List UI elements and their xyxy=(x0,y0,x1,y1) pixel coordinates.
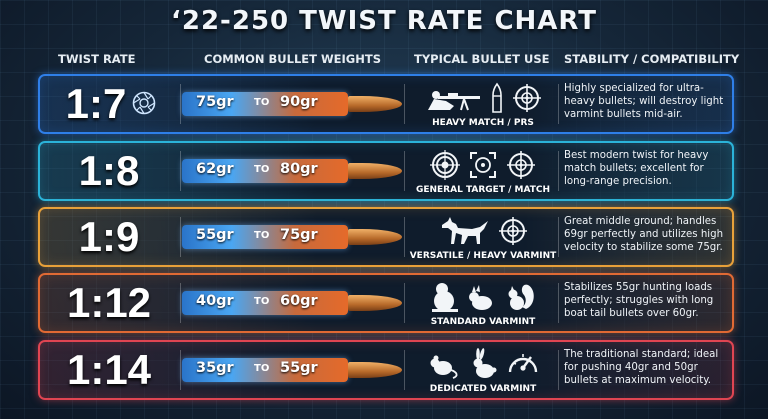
column-divider xyxy=(404,350,405,390)
speedometer-icon xyxy=(507,348,539,380)
twist-ratio: 1:14 xyxy=(66,346,152,393)
crosshair-icon xyxy=(512,83,542,113)
header-twist-rate: TWIST RATE xyxy=(58,52,136,66)
max-weight: 80gr xyxy=(280,161,318,177)
stability-description: Best modern twist for heavy match bullet… xyxy=(564,150,709,187)
column-divider xyxy=(404,151,405,191)
bullet-case: 40gr TO 60gr xyxy=(182,291,348,315)
bullet-case: 75gr TO 90gr xyxy=(182,92,348,116)
twist-row: 1:9 55gr TO 75gr VERSATILE / HEAVY VARMI… xyxy=(38,207,734,267)
bullet-weight-graphic: 62gr TO 80gr xyxy=(182,155,422,187)
twist-row: 1:14 35gr TO 55gr DEDICATED VARMINT The t… xyxy=(38,340,734,400)
crosshair-icon xyxy=(498,216,528,246)
bullet-case: 35gr TO 55gr xyxy=(182,358,348,382)
prone-shooter-icon xyxy=(424,82,482,114)
column-divider xyxy=(180,217,181,257)
bullet-weight-graphic: 55gr TO 75gr xyxy=(182,221,422,253)
bullet-use-label: HEAVY MATCH / PRS xyxy=(432,118,534,128)
twist-ratio: 1:12 xyxy=(66,279,152,326)
target-icon xyxy=(430,150,460,180)
column-divider xyxy=(558,283,559,323)
bullet-use-label: STANDARD VARMINT xyxy=(430,317,536,327)
column-divider xyxy=(558,84,559,124)
bullet-case: 55gr TO 75gr xyxy=(182,225,348,249)
range-to: TO xyxy=(254,97,270,108)
bullet-case: 62gr TO 80gr xyxy=(182,159,348,183)
bullet-weight-graphic: 40gr TO 60gr xyxy=(182,287,422,319)
range-to: TO xyxy=(254,230,270,241)
bullet-use-label: GENERAL TARGET / MATCH xyxy=(415,185,551,195)
min-weight: 35gr xyxy=(196,360,234,376)
column-divider xyxy=(404,283,405,323)
reticle-icon xyxy=(468,150,498,180)
column-divider xyxy=(404,217,405,257)
column-divider xyxy=(180,283,181,323)
column-divider xyxy=(180,84,181,124)
rabbit-icon xyxy=(469,348,499,380)
bullet-tip xyxy=(348,163,402,179)
bullet-use-icons xyxy=(417,148,549,182)
max-weight: 90gr xyxy=(280,94,318,110)
max-weight: 75gr xyxy=(280,227,318,243)
column-divider xyxy=(558,151,559,191)
max-weight: 55gr xyxy=(280,360,318,376)
bullet-use-label: VERSATILE / HEAVY VARMINT xyxy=(409,251,557,261)
stability-description: The traditional standard; ideal for push… xyxy=(564,349,719,386)
squirrel-icon xyxy=(504,281,536,313)
bullet-tip xyxy=(348,362,402,378)
bullet-use-icons xyxy=(417,280,549,314)
rat-icon xyxy=(427,348,461,380)
header-stability: STABILITY / COMPATIBILITY xyxy=(564,52,740,66)
prairie-dog-icon xyxy=(468,281,496,313)
bullet-tip xyxy=(348,96,402,112)
bullet-use-icons xyxy=(417,81,549,115)
bullet-use-icons xyxy=(417,347,549,381)
range-to: TO xyxy=(254,164,270,175)
bullet-use-label: DEDICATED VARMINT xyxy=(429,384,537,394)
header-bullet-weights: COMMON BULLET WEIGHTS xyxy=(204,52,381,66)
twist-ratio: 1:9 xyxy=(78,213,140,260)
max-weight: 60gr xyxy=(280,293,318,309)
column-divider xyxy=(180,151,181,191)
min-weight: 55gr xyxy=(196,227,234,243)
bullet-use-icons xyxy=(417,214,549,248)
bullet-tip xyxy=(348,295,402,311)
column-divider xyxy=(404,84,405,124)
bullet-tip xyxy=(348,229,402,245)
column-divider xyxy=(558,350,559,390)
twist-ratio: 1:7 xyxy=(65,80,127,127)
twist-row: 1:12 40gr TO 60gr STANDARD VARMINT Stabil… xyxy=(38,273,734,333)
crosshair-icon xyxy=(506,150,536,180)
twist-row: 1:8 62gr TO 80gr GENERAL TARGET / MATCH B… xyxy=(38,141,734,201)
twist-ratio: 1:8 xyxy=(78,147,140,194)
column-divider xyxy=(180,350,181,390)
bullet-weight-graphic: 75gr TO 90gr xyxy=(182,88,422,120)
cartridge-icon xyxy=(490,82,504,114)
stability-description: Highly specialized for ultra-heavy bulle… xyxy=(564,83,724,120)
stability-description: Great middle ground; handles 69gr perfec… xyxy=(564,216,724,253)
min-weight: 40gr xyxy=(196,293,234,309)
twist-row: 1:7 75gr TO 90gr HEAVY MATCH / PRS Highly… xyxy=(38,74,734,134)
bullet-weight-graphic: 35gr TO 55gr xyxy=(182,354,422,386)
rifling-icon xyxy=(132,91,156,115)
range-to: TO xyxy=(254,296,270,307)
groundhog-icon xyxy=(430,281,460,313)
coyote-icon xyxy=(438,215,490,247)
range-to: TO xyxy=(254,363,270,374)
min-weight: 75gr xyxy=(196,94,234,110)
column-divider xyxy=(558,217,559,257)
page-title: ‘22-250 TWIST RATE CHART xyxy=(171,6,597,36)
min-weight: 62gr xyxy=(196,161,234,177)
column-headers: TWIST RATE COMMON BULLET WEIGHTS TYPICAL… xyxy=(38,50,739,68)
stability-description: Stabilizes 55gr hunting loads perfectly;… xyxy=(564,282,714,319)
header-bullet-use: TYPICAL BULLET USE xyxy=(414,52,550,66)
